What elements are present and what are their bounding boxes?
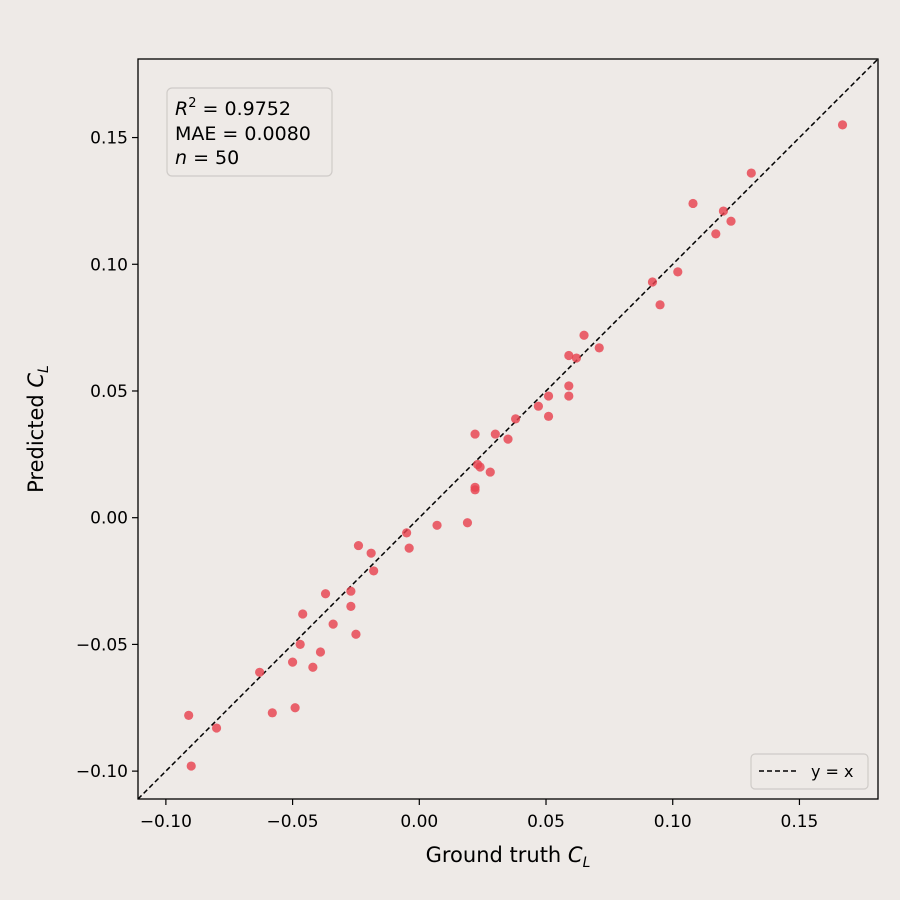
data-point — [320, 589, 331, 599]
data-point — [543, 411, 554, 421]
data-point — [564, 350, 574, 361]
data-point — [432, 520, 442, 530]
data-point — [346, 586, 356, 596]
data-point — [255, 667, 265, 677]
data-point — [462, 518, 473, 528]
r2-stat: R2 = 0.9752 — [175, 96, 291, 120]
legend-label: y = x — [811, 762, 854, 781]
x-axis-ticks: −0.10 −0.05 0.00 0.05 0.10 0.15 — [140, 799, 819, 832]
data-point — [295, 639, 305, 650]
y-tick-label: 0.05 — [90, 382, 128, 402]
reference-line-y-equals-x — [137, 58, 879, 800]
legend: y = x — [750, 753, 869, 790]
data-point — [351, 629, 361, 639]
data-point — [490, 429, 500, 439]
reference-line-group — [137, 58, 879, 800]
x-tick-label: 0.10 — [654, 812, 692, 832]
data-point — [726, 216, 736, 226]
data-point — [655, 300, 665, 310]
data-point — [503, 434, 513, 444]
data-point — [186, 761, 196, 771]
x-tick-label: 0.15 — [781, 812, 819, 832]
data-point — [571, 353, 582, 363]
data-point — [353, 540, 364, 551]
data-point — [369, 566, 379, 576]
data-point — [328, 619, 338, 629]
data-point — [184, 710, 194, 720]
data-point — [470, 429, 480, 439]
y-tick-label: −0.10 — [76, 762, 128, 782]
data-point — [688, 198, 698, 209]
data-point — [298, 609, 308, 619]
x-tick-label: −0.05 — [267, 812, 319, 832]
data-point — [746, 168, 756, 178]
data-point — [366, 548, 376, 558]
data-point — [485, 467, 495, 477]
data-point — [718, 206, 729, 216]
data-point — [475, 462, 485, 472]
mae-stat: MAE = 0.0080 — [175, 123, 311, 145]
y-tick-label: −0.05 — [76, 635, 128, 655]
y-tick-label: 0.00 — [90, 509, 128, 529]
x-tick-label: −0.10 — [140, 812, 192, 832]
data-point — [673, 267, 683, 277]
data-point — [711, 229, 721, 239]
y-axis-ticks: −0.10 −0.05 0.00 0.05 0.10 0.15 — [76, 129, 138, 782]
data-point — [211, 723, 222, 733]
y-tick-label: 0.10 — [90, 255, 128, 275]
x-tick-label: 0.05 — [527, 812, 565, 832]
data-point — [346, 601, 356, 611]
data-point — [404, 543, 414, 553]
data-point — [564, 391, 574, 401]
data-point — [308, 662, 318, 672]
data-point — [533, 401, 544, 411]
data-point — [315, 647, 326, 657]
stats-box-frame — [166, 87, 333, 177]
plot-frame — [137, 58, 879, 800]
data-point — [594, 343, 604, 353]
data-point — [402, 528, 412, 538]
y-axis-label: Predicted CL — [24, 365, 52, 493]
data-point — [267, 708, 277, 718]
y-tick-label: 0.15 — [90, 129, 128, 149]
data-point — [564, 381, 574, 391]
n-stat: n = 50 — [175, 147, 239, 169]
data-point — [543, 391, 554, 401]
data-point — [579, 330, 589, 340]
data-point — [647, 277, 658, 287]
x-tick-label: 0.00 — [400, 812, 438, 832]
data-point — [470, 482, 480, 492]
stats-box: R2 = 0.9752 MAE = 0.0080 n = 50 — [166, 87, 333, 177]
data-point — [287, 657, 298, 667]
x-axis-label: Ground truth CL — [426, 843, 591, 871]
legend-frame — [750, 753, 869, 790]
data-point — [837, 120, 848, 130]
data-point — [290, 703, 300, 713]
data-points — [184, 120, 848, 771]
data-point — [511, 414, 521, 424]
